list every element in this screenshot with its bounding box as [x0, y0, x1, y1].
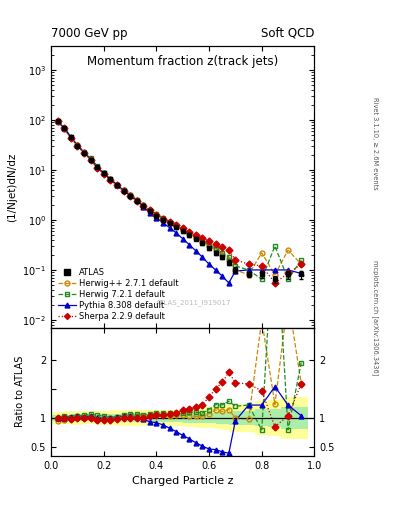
Text: Rivet 3.1.10, ≥ 2.6M events: Rivet 3.1.10, ≥ 2.6M events — [372, 97, 378, 190]
Text: mcplots.cern.ch [arXiv:1306.3436]: mcplots.cern.ch [arXiv:1306.3436] — [372, 260, 379, 375]
Y-axis label: (1/Njet)dN/dz: (1/Njet)dN/dz — [7, 152, 17, 222]
Legend: ATLAS, Herwig++ 2.7.1 default, Herwig 7.2.1 default, Pythia 8.308 default, Sherp: ATLAS, Herwig++ 2.7.1 default, Herwig 7.… — [55, 265, 182, 324]
Y-axis label: Ratio to ATLAS: Ratio to ATLAS — [15, 356, 25, 428]
Text: Soft QCD: Soft QCD — [261, 27, 314, 40]
Text: 7000 GeV pp: 7000 GeV pp — [51, 27, 128, 40]
Text: ATLAS_2011_I919017: ATLAS_2011_I919017 — [156, 299, 231, 306]
Text: Momentum fraction z(track jets): Momentum fraction z(track jets) — [87, 55, 278, 68]
X-axis label: Charged Particle z: Charged Particle z — [132, 476, 233, 486]
